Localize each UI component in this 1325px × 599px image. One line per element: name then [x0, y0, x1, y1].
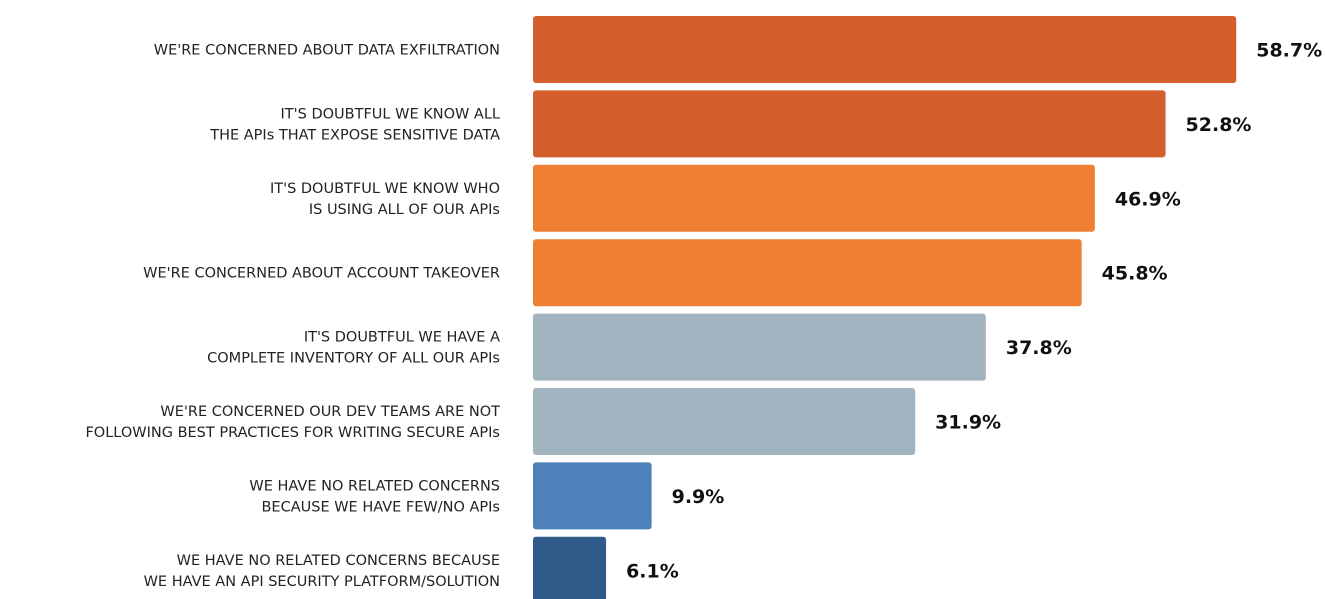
- bar-1: [533, 16, 1237, 83]
- bar-7: [533, 462, 652, 530]
- value-label-1: 58.7%: [1256, 40, 1322, 62]
- category-label-4: WE'RE CONCERNED ABOUT ACCOUNT TAKEOVER: [143, 266, 500, 282]
- value-label-7: 9.9%: [672, 486, 725, 508]
- category-label-7-line-2: BECAUSE WE HAVE FEW/NO APIs: [261, 499, 500, 515]
- value-label-4: 45.8%: [1102, 263, 1168, 285]
- value-label-6: 31.9%: [935, 412, 1001, 434]
- bar-8: [533, 536, 607, 599]
- value-label-2: 52.8%: [1186, 114, 1252, 136]
- value-label-5: 37.8%: [1006, 337, 1072, 359]
- category-label-2-line-2: THE APIs THAT EXPOSE SENSITIVE DATA: [209, 127, 500, 143]
- category-label-1: WE'RE CONCERNED ABOUT DATA EXFILTRATION: [154, 43, 500, 59]
- category-label-5-line-2: COMPLETE INVENTORY OF ALL OUR APIs: [207, 351, 500, 367]
- bar-6: [533, 388, 916, 455]
- value-label-3: 46.9%: [1115, 188, 1181, 210]
- category-label-6-line-2: FOLLOWING BEST PRACTICES FOR WRITING SEC…: [85, 425, 500, 441]
- bar-5: [533, 313, 986, 381]
- value-label-8: 6.1%: [626, 560, 679, 582]
- category-label-2-line-1: IT'S DOUBTFUL WE KNOW ALL: [281, 106, 500, 122]
- category-label-3-line-2: IS USING ALL OF OUR APIs: [309, 202, 500, 218]
- category-label-6-line-1: WE'RE CONCERNED OUR DEV TEAMS ARE NOT: [160, 404, 500, 420]
- category-label-8-line-1: WE HAVE NO RELATED CONCERNS BECAUSE: [177, 553, 500, 569]
- category-label-5-line-1: IT'S DOUBTFUL WE HAVE A: [304, 330, 500, 346]
- bar-4: [533, 239, 1082, 307]
- bar-3: [533, 164, 1095, 232]
- category-label-3-line-1: IT'S DOUBTFUL WE KNOW WHO: [270, 181, 500, 197]
- category-label-7-line-1: WE HAVE NO RELATED CONCERNS: [249, 478, 500, 494]
- category-label-8-line-2: WE HAVE AN API SECURITY PLATFORM/SOLUTIO…: [144, 574, 500, 590]
- bar-2: [533, 90, 1166, 158]
